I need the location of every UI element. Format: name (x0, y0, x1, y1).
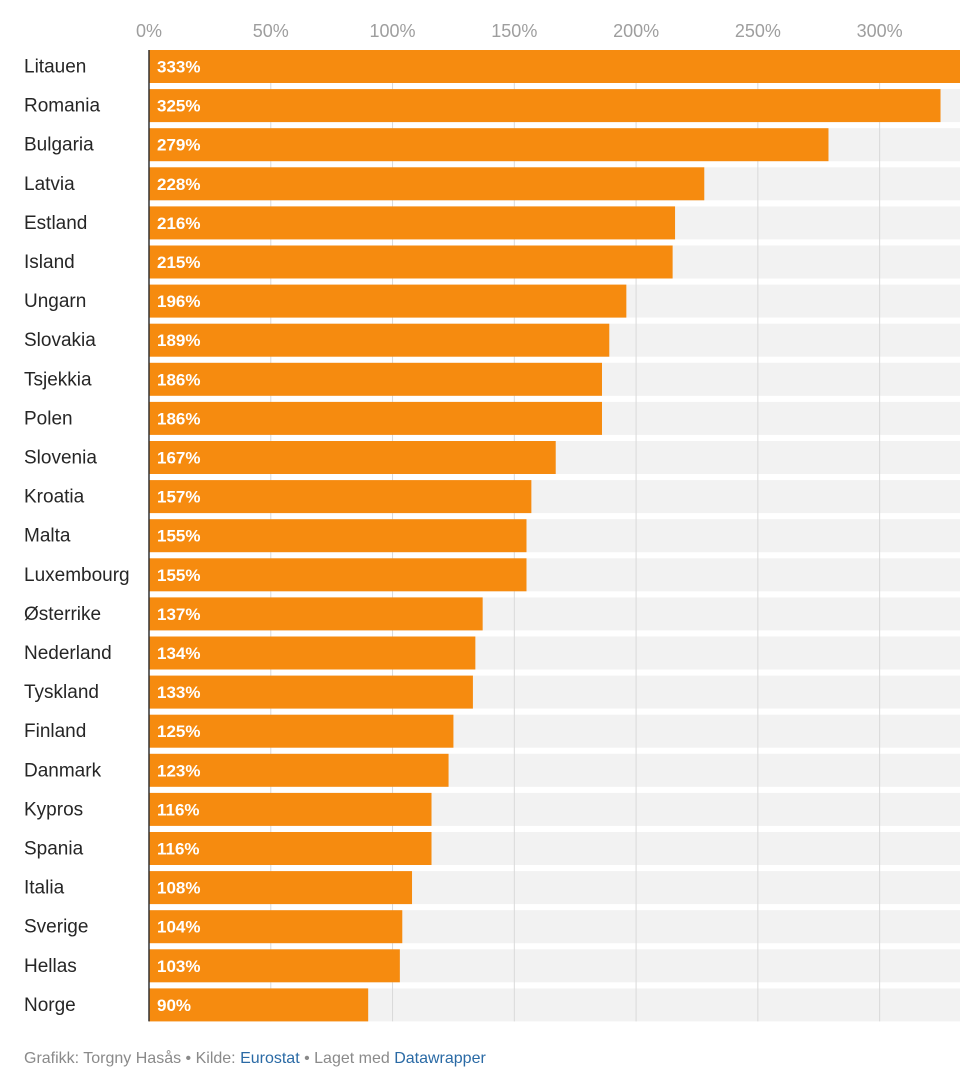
category-label: Bulgaria (24, 135, 94, 156)
bar (149, 206, 676, 240)
category-label: Finland (24, 721, 86, 742)
category-label: Slovakia (24, 330, 96, 351)
category-label: Tyskland (24, 682, 99, 703)
bar (149, 792, 432, 826)
bar (149, 50, 960, 83)
category-label: Malta (24, 526, 71, 547)
bar-value-label: 189% (157, 331, 200, 350)
chart-footer: Grafikk: Torgny Hasås • Kilde: Eurostat … (24, 1050, 486, 1068)
bar-value-label: 215% (157, 253, 200, 272)
category-label: Sverige (24, 917, 88, 938)
bar (149, 362, 602, 396)
bar (149, 558, 527, 592)
category-label: Polen (24, 408, 73, 429)
category-label: Estland (24, 213, 87, 234)
bar-value-label: 108% (157, 879, 200, 898)
bar-value-label: 157% (157, 488, 200, 507)
bar (149, 323, 610, 357)
datawrapper-link[interactable]: Datawrapper (394, 1050, 486, 1067)
bar (149, 910, 403, 944)
category-label: Tsjekkia (24, 369, 92, 390)
x-tick-label: 50% (253, 21, 289, 41)
bar (149, 714, 454, 748)
bar (149, 480, 532, 514)
category-label: Slovenia (24, 448, 97, 469)
bar (149, 284, 627, 318)
bar-value-label: 186% (157, 370, 200, 389)
bar-value-label: 116% (157, 800, 200, 819)
bars (149, 50, 960, 1022)
bar (149, 832, 432, 865)
x-tick-label: 250% (735, 21, 781, 41)
x-tick-label: 200% (613, 21, 659, 41)
bar (149, 519, 527, 553)
bar-value-label: 155% (157, 566, 200, 585)
category-label: Nederland (24, 643, 112, 664)
bar-value-label: 279% (157, 136, 200, 155)
bar-value-label: 137% (157, 605, 200, 624)
category-label: Kroatia (24, 487, 85, 508)
bar (149, 871, 413, 905)
bar-value-label: 104% (157, 918, 200, 937)
bar-value-label: 333% (157, 58, 200, 77)
bar (149, 675, 473, 709)
x-tick-label: 0% (136, 21, 162, 41)
bar (149, 441, 556, 474)
category-label: Luxembourg (24, 565, 130, 586)
bar-value-label: 116% (157, 840, 200, 859)
bar (149, 949, 400, 983)
bar (149, 753, 449, 787)
bar-value-label: 167% (157, 449, 200, 468)
value-labels: 333% 325% 279% 228% 216% 215% 196% 189% 186% 186%… (157, 58, 200, 1015)
x-axis-ticks: 0% 50% 100% 150% 200% 250% 300% (136, 21, 903, 41)
bar-value-label: 216% (157, 214, 200, 233)
footer-credit: Grafikk: Torgny Hasås • Kilde: (24, 1050, 241, 1067)
bar (149, 597, 483, 631)
category-label: Spania (24, 839, 84, 860)
bar-value-label: 155% (157, 527, 200, 546)
bar-value-label: 325% (157, 97, 200, 116)
category-label: Italia (24, 878, 65, 899)
category-label: Latvia (24, 174, 75, 195)
bar-value-label: 123% (157, 761, 200, 780)
bar-value-label: 228% (157, 175, 200, 194)
bar (149, 89, 941, 123)
bar-value-label: 125% (157, 722, 200, 741)
bar-value-label: 103% (157, 957, 200, 976)
bar-value-label: 196% (157, 292, 200, 311)
bar-value-label: 133% (157, 683, 200, 702)
x-tick-label: 100% (370, 21, 416, 41)
footer-made-with: • Laget med (299, 1050, 395, 1067)
category-label: Kypros (24, 799, 83, 820)
category-label: Danmark (24, 760, 102, 781)
category-label: Island (24, 252, 75, 273)
bar-value-label: 90% (157, 996, 191, 1015)
x-tick-label: 300% (857, 21, 903, 41)
category-label: Ungarn (24, 291, 86, 312)
bar (149, 401, 602, 435)
bar-chart: 0% 50% 100% 150% 200% 250% 300% 333% 325% 279% 22… (24, 21, 960, 1022)
category-label: Romania (24, 96, 100, 117)
bar-value-label: 134% (157, 644, 200, 663)
category-label: Norge (24, 995, 76, 1016)
category-label: Østerrike (24, 604, 101, 625)
bar (149, 167, 705, 201)
source-link[interactable]: Eurostat (240, 1050, 300, 1067)
bar (149, 636, 476, 670)
bar (149, 128, 829, 162)
category-labels: Litauen Romania Bulgaria Latvia Estland Islan… (24, 57, 130, 1016)
category-label: Litauen (24, 57, 86, 78)
bar (149, 245, 673, 279)
x-tick-label: 150% (491, 21, 537, 41)
category-label: Hellas (24, 956, 77, 977)
bar-value-label: 186% (157, 409, 200, 428)
bar (149, 988, 369, 1022)
